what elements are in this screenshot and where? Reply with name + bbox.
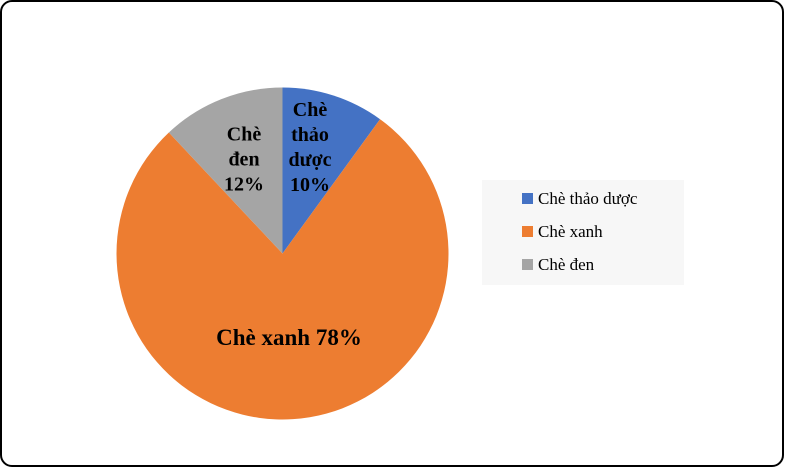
legend-item-3: Chè đen (522, 248, 684, 281)
pie-slice-3 (168, 87, 283, 254)
legend-marker-icon (522, 259, 533, 270)
pie-chart (116, 87, 449, 420)
legend-item-label: Chè thảo dược (538, 188, 638, 208)
pie-slice-2 (116, 119, 449, 420)
legend-item-1: Chè thảo dược (522, 182, 684, 215)
legend-item-label: Chè đen (538, 254, 595, 274)
legend-item-2: Chè xanh (522, 215, 684, 248)
pie-slice-1 (282, 87, 381, 254)
legend: Chè thảo dược Chè xanh Chè đen (482, 180, 684, 285)
legend-marker-icon (522, 193, 533, 204)
legend-item-label: Chè xanh (538, 221, 603, 241)
legend-marker-icon (522, 226, 533, 237)
